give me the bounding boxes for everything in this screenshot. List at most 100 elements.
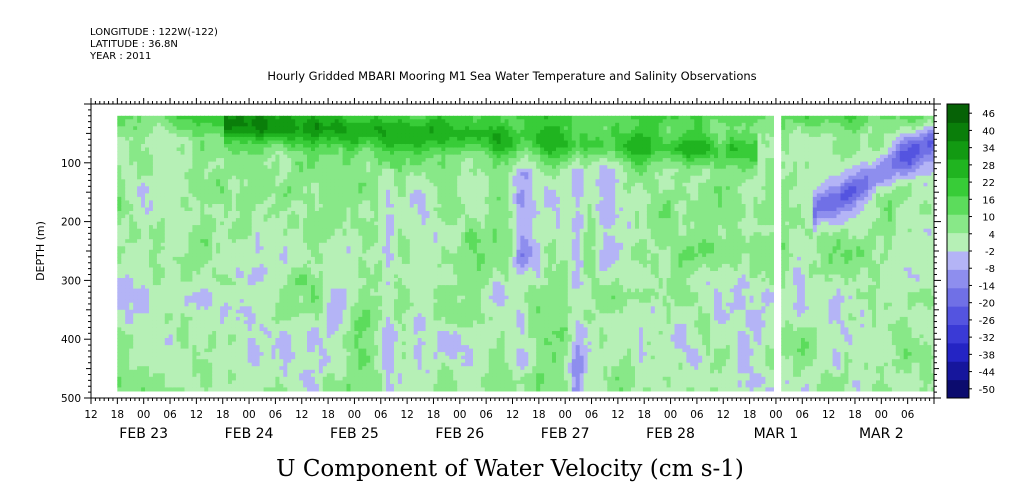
field-cell (145, 299, 150, 304)
field-cell (259, 288, 265, 293)
field-cell (362, 161, 367, 166)
field-cell (267, 309, 273, 314)
field-cell (307, 119, 312, 124)
field-cell (239, 309, 245, 314)
field-cell (129, 271, 134, 276)
field-cell (239, 359, 245, 364)
field-cell (303, 380, 308, 385)
field-cell (314, 299, 320, 304)
field-cell (303, 383, 308, 388)
field-cell (200, 253, 205, 258)
field-cell (322, 144, 328, 149)
field-cell (196, 313, 201, 318)
field-cell (117, 267, 122, 272)
field-cell (322, 165, 328, 170)
field-cell (322, 115, 328, 120)
field-cell (160, 235, 166, 240)
field-cell (299, 352, 304, 357)
field-cell (188, 260, 194, 265)
field-cell (180, 214, 186, 219)
field-cell (184, 345, 190, 350)
field-cell (247, 246, 253, 251)
field-cell (160, 366, 166, 371)
field-cell (172, 352, 178, 357)
field-cell (283, 115, 288, 120)
field-cell (228, 316, 233, 321)
field-cell (271, 253, 277, 258)
field-cell (164, 211, 170, 216)
field-cell (117, 144, 122, 149)
field-cell (121, 179, 126, 184)
field-cell (224, 119, 229, 124)
field-cell (255, 175, 261, 180)
field-cell (255, 225, 261, 230)
field-cell (299, 154, 304, 159)
field-cell (330, 144, 336, 149)
field-cell (326, 256, 332, 261)
field-cell (251, 295, 257, 300)
field-cell (259, 263, 265, 268)
field-cell (267, 129, 273, 134)
field-cell (275, 313, 280, 318)
field-cell (188, 387, 194, 392)
field-cell (239, 239, 245, 244)
field-cell (322, 239, 328, 244)
field-cell (255, 306, 261, 311)
field-cell (152, 228, 158, 233)
field-cell (235, 331, 241, 336)
field-cell (307, 313, 312, 318)
field-cell (314, 204, 320, 209)
field-cell (196, 196, 201, 201)
field-cell (137, 189, 142, 194)
field-cell (279, 323, 284, 328)
field-cell (200, 119, 205, 124)
field-cell (164, 267, 170, 272)
field-cell (121, 249, 126, 254)
field-cell (330, 387, 336, 392)
field-cell (156, 352, 162, 357)
field-cell (212, 278, 217, 283)
field-cell (156, 196, 162, 201)
field-cell (287, 285, 292, 290)
field-cell (145, 352, 150, 357)
field-cell (235, 133, 241, 138)
field-cell (176, 380, 182, 385)
field-cell (314, 380, 320, 385)
field-cell (275, 366, 280, 371)
field-cell (330, 249, 336, 254)
field-cell (271, 196, 277, 201)
field-cell (283, 366, 288, 371)
field-cell (156, 288, 162, 293)
field-cell (287, 172, 292, 177)
field-cell (204, 200, 209, 205)
field-cell (307, 299, 312, 304)
field-cell (149, 327, 154, 332)
field-cell (156, 200, 162, 205)
field-cell (251, 274, 257, 279)
field-cell (291, 242, 296, 247)
field-cell (133, 278, 138, 283)
field-cell (366, 136, 371, 141)
field-cell (196, 256, 201, 261)
field-cell (168, 175, 174, 180)
field-cell (235, 288, 241, 293)
field-cell (164, 133, 170, 138)
field-cell (164, 129, 170, 134)
field-cell (141, 175, 146, 180)
field-cell (279, 380, 284, 385)
field-cell (267, 122, 273, 127)
field-cell (342, 168, 348, 173)
field-cell (330, 274, 336, 279)
field-cell (204, 151, 209, 156)
field-cell (125, 281, 130, 286)
field-cell (275, 341, 280, 346)
field-cell (141, 285, 146, 290)
field-cell (299, 189, 304, 194)
field-cell (354, 232, 359, 237)
field-cell (184, 228, 190, 233)
field-cell (133, 129, 138, 134)
field-cell (346, 211, 352, 216)
field-cell (168, 207, 174, 212)
field-cell (247, 161, 253, 166)
field-cell (220, 186, 225, 191)
